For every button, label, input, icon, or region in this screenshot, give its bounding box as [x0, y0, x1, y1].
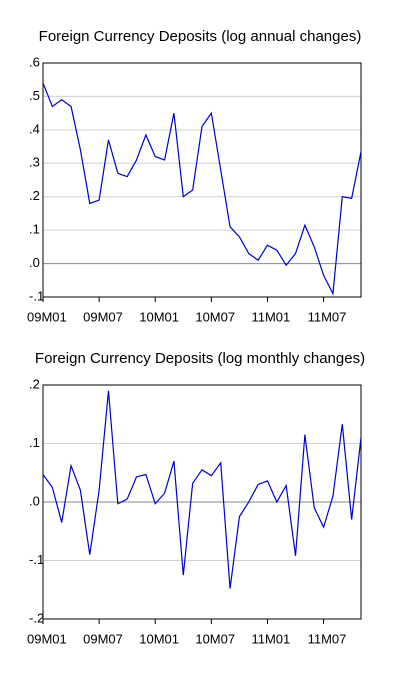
chart-title: Foreign Currency Deposits (log annual ch…	[39, 28, 362, 45]
y-tick-label: .1	[29, 435, 40, 450]
y-tick-label: .3	[29, 155, 40, 170]
y-tick-label: .6	[29, 54, 40, 69]
plot-frame	[42, 384, 362, 620]
y-tick-label: .4	[29, 121, 40, 136]
x-tick-label: 09M01	[27, 631, 67, 646]
x-tick-label: 10M07	[195, 309, 235, 324]
x-tick-label: 09M07	[83, 309, 123, 324]
y-tick-label: .0	[29, 493, 40, 508]
y-tick-label: -.1	[29, 288, 44, 303]
x-tick-label: 11M07	[308, 309, 347, 324]
x-tick-label: 10M01	[139, 309, 179, 324]
x-tick-label: 11M07	[308, 631, 347, 646]
y-tick-label: .2	[29, 376, 40, 391]
y-tick-label: .1	[29, 222, 40, 237]
y-tick-label: -.2	[29, 610, 44, 625]
y-tick-label: -.1	[29, 552, 44, 567]
x-tick-label: 11M01	[251, 309, 290, 324]
x-tick-label: 10M07	[195, 631, 235, 646]
x-tick-label: 10M01	[139, 631, 179, 646]
plot-frame	[42, 62, 362, 298]
y-tick-label: .0	[29, 255, 40, 270]
y-tick-label: .5	[29, 88, 40, 103]
x-tick-label: 09M07	[83, 631, 123, 646]
chart-title: Foreign Currency Deposits (log monthly c…	[35, 350, 365, 367]
data-line	[42, 82, 362, 296]
x-tick-label: 09M01	[27, 309, 67, 324]
data-line	[42, 390, 362, 589]
y-tick-label: .2	[29, 188, 40, 203]
x-tick-label: 11M01	[251, 631, 290, 646]
